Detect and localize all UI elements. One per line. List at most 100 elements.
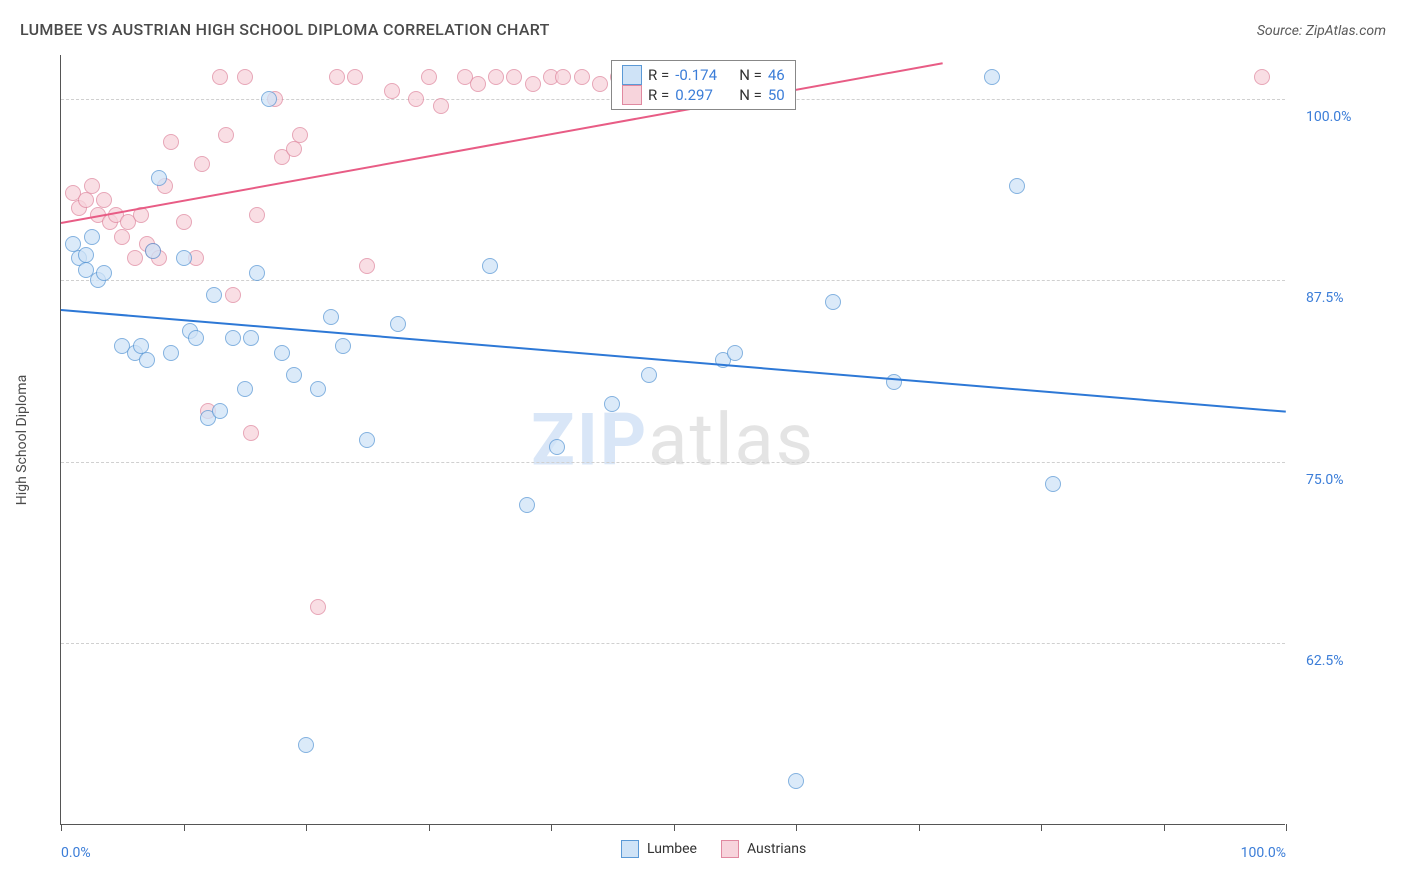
data-point-lumbee	[298, 737, 314, 753]
data-point-lumbee	[519, 497, 535, 513]
data-point-austrians	[212, 69, 228, 85]
data-point-austrians	[329, 69, 345, 85]
data-point-austrians	[249, 207, 265, 223]
data-point-lumbee	[641, 367, 657, 383]
y-gridline	[61, 643, 1285, 644]
data-point-lumbee	[359, 432, 375, 448]
data-point-austrians	[470, 76, 486, 92]
x-tick	[429, 824, 430, 831]
data-point-lumbee	[984, 69, 1000, 85]
data-point-lumbee	[1009, 178, 1025, 194]
data-point-austrians	[1254, 69, 1270, 85]
data-point-austrians	[292, 127, 308, 143]
data-point-lumbee	[727, 345, 743, 361]
stats-swatch-lumbee	[622, 65, 642, 85]
data-point-austrians	[163, 134, 179, 150]
data-point-austrians	[243, 425, 259, 441]
legend-label: Austrians	[747, 841, 806, 857]
data-point-lumbee	[604, 396, 620, 412]
data-point-lumbee	[1045, 476, 1061, 492]
data-point-lumbee	[139, 352, 155, 368]
data-point-austrians	[488, 69, 504, 85]
data-point-austrians	[225, 287, 241, 303]
x-tick	[184, 824, 185, 831]
data-point-austrians	[384, 83, 400, 99]
data-point-lumbee	[390, 316, 406, 332]
data-point-austrians	[96, 192, 112, 208]
data-point-lumbee	[825, 294, 841, 310]
data-point-lumbee	[886, 374, 902, 390]
y-tick-label: 75.0%	[1306, 472, 1344, 488]
data-point-austrians	[310, 599, 326, 615]
data-point-lumbee	[788, 773, 804, 789]
data-point-austrians	[555, 69, 571, 85]
data-point-austrians	[421, 69, 437, 85]
data-point-austrians	[237, 69, 253, 85]
data-point-lumbee	[323, 309, 339, 325]
data-point-austrians	[506, 69, 522, 85]
data-point-lumbee	[286, 367, 302, 383]
stats-n-value: 46	[768, 66, 785, 84]
data-point-lumbee	[549, 439, 565, 455]
data-point-austrians	[127, 250, 143, 266]
data-point-austrians	[347, 69, 363, 85]
stats-label: R =	[648, 66, 669, 84]
data-point-austrians	[433, 98, 449, 114]
data-point-lumbee	[335, 338, 351, 354]
stats-r-value: 0.297	[675, 86, 733, 104]
x-tick	[1041, 824, 1042, 831]
x-tick	[1286, 824, 1287, 831]
legend-swatch-lumbee	[621, 840, 639, 858]
series-legend: Lumbee Austrians	[621, 840, 806, 858]
data-point-lumbee	[249, 265, 265, 281]
data-point-austrians	[114, 229, 130, 245]
data-point-austrians	[218, 127, 234, 143]
y-gridline	[61, 462, 1285, 463]
legend-item-austrians: Austrians	[721, 840, 806, 858]
legend-item-lumbee: Lumbee	[621, 840, 697, 858]
x-tick	[551, 824, 552, 831]
x-tick-label: 0.0%	[61, 845, 91, 861]
legend-swatch-austrians	[721, 840, 739, 858]
data-point-lumbee	[261, 91, 277, 107]
data-point-lumbee	[482, 258, 498, 274]
trend-line-lumbee	[61, 309, 1286, 413]
y-axis-label: High School Diploma	[14, 375, 30, 505]
data-point-austrians	[194, 156, 210, 172]
data-point-lumbee	[151, 170, 167, 186]
watermark: ZIPatlas	[531, 397, 815, 482]
stats-n-value: 50	[768, 86, 785, 104]
source-label: Source: ZipAtlas.com	[1257, 23, 1386, 39]
plot-wrapper: ZIPatlas 62.5%75.0%87.5%100.0%0.0%100.0%…	[60, 55, 1360, 825]
data-point-lumbee	[225, 330, 241, 346]
chart-title: LUMBEE VS AUSTRIAN HIGH SCHOOL DIPLOMA C…	[20, 20, 550, 39]
data-point-lumbee	[163, 345, 179, 361]
data-point-austrians	[525, 76, 541, 92]
data-point-lumbee	[212, 403, 228, 419]
x-tick-label: 100.0%	[1241, 845, 1286, 861]
data-point-austrians	[359, 258, 375, 274]
data-point-austrians	[592, 76, 608, 92]
stats-r-value: -0.174	[675, 66, 733, 84]
stats-row-lumbee: R = -0.174 N = 46	[622, 65, 785, 85]
stats-row-austrians: R = 0.297 N = 50	[622, 85, 785, 105]
data-point-lumbee	[145, 243, 161, 259]
header-row: LUMBEE VS AUSTRIAN HIGH SCHOOL DIPLOMA C…	[20, 20, 1386, 39]
data-point-lumbee	[243, 330, 259, 346]
data-point-austrians	[574, 69, 590, 85]
stats-label: R =	[648, 86, 669, 104]
data-point-lumbee	[84, 229, 100, 245]
data-point-lumbee	[310, 381, 326, 397]
data-point-austrians	[408, 91, 424, 107]
x-tick	[919, 824, 920, 831]
stats-label: N =	[739, 66, 762, 84]
x-tick	[674, 824, 675, 831]
stats-legend-box: R = -0.174 N = 46 R = 0.297 N = 50	[611, 60, 796, 110]
x-tick	[306, 824, 307, 831]
data-point-lumbee	[206, 287, 222, 303]
x-tick	[796, 824, 797, 831]
data-point-austrians	[286, 141, 302, 157]
plot-area: ZIPatlas 62.5%75.0%87.5%100.0%0.0%100.0%…	[60, 55, 1285, 825]
x-tick	[1164, 824, 1165, 831]
stats-label: N =	[739, 86, 762, 104]
